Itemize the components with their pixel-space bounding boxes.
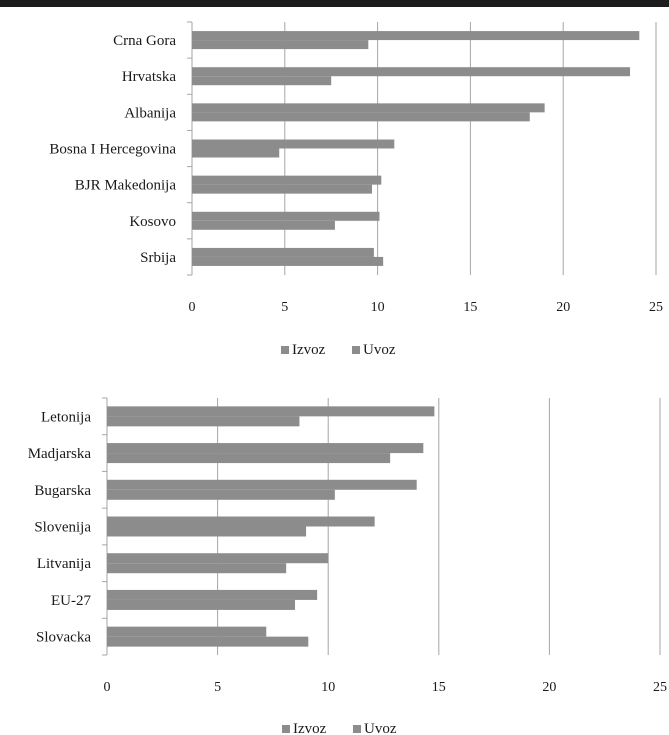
- bar-uvoz: [192, 112, 530, 122]
- bar-izvoz: [192, 67, 631, 77]
- bar-izvoz: [107, 589, 318, 600]
- category-label: Hrvatska: [122, 69, 176, 85]
- x-tick-label: 10: [321, 680, 335, 695]
- legend-swatch-izvoz: [281, 346, 289, 354]
- top-border-bar: [0, 0, 669, 7]
- bar-uvoz: [192, 220, 335, 230]
- bar-izvoz: [107, 626, 267, 637]
- x-tick-label: 5: [214, 680, 221, 695]
- bar-izvoz: [192, 211, 380, 221]
- legend-label-izvoz: Izvoz: [292, 342, 326, 358]
- category-label: Bosna I Hercegovina: [49, 142, 176, 158]
- category-label: Slovacka: [36, 630, 91, 646]
- category-label: Madjarska: [28, 446, 92, 462]
- bar-izvoz: [107, 443, 424, 454]
- legend-label-uvoz: Uvoz: [364, 721, 397, 735]
- legend-swatch-izvoz: [282, 725, 290, 733]
- bar-uvoz: [107, 526, 307, 537]
- bar-izvoz: [107, 479, 417, 490]
- x-tick-label: 15: [432, 680, 446, 695]
- x-tick-label: 10: [371, 300, 385, 315]
- bar-uvoz: [192, 148, 280, 158]
- bar-uvoz: [107, 599, 296, 610]
- x-tick-label: 5: [281, 300, 288, 315]
- bar-uvoz: [107, 636, 309, 647]
- x-tick-label: 25: [649, 300, 663, 315]
- category-label: Slovenija: [34, 520, 91, 536]
- bar-izvoz: [192, 175, 382, 185]
- legend-swatch-uvoz: [352, 346, 360, 354]
- x-tick-label: 25: [653, 680, 667, 695]
- category-label: Crna Gora: [113, 33, 176, 49]
- bar-uvoz: [107, 453, 391, 464]
- bar-uvoz: [192, 76, 332, 86]
- x-tick-label: 0: [189, 300, 196, 315]
- bar-uvoz: [107, 489, 335, 500]
- legend-label-uvoz: Uvoz: [363, 342, 396, 358]
- bar-izvoz: [192, 31, 640, 41]
- bar-izvoz: [107, 406, 435, 417]
- bar-uvoz: [192, 40, 369, 50]
- x-tick-label: 0: [104, 680, 111, 695]
- category-label: Srbija: [140, 250, 176, 266]
- category-label: Bugarska: [34, 483, 91, 499]
- legend-label-izvoz: Izvoz: [293, 721, 327, 735]
- x-tick-label: 20: [542, 680, 556, 695]
- bar-uvoz: [192, 184, 373, 194]
- bar-izvoz: [192, 247, 374, 257]
- bar-chart-western-balkans: 0 5 10 15 20 25 Crna Gora Hrvatska Albanija Bosna…: [49, 21, 663, 358]
- x-tick-label: 20: [556, 300, 570, 315]
- bar-uvoz: [192, 256, 384, 266]
- category-label: Litvanija: [37, 556, 91, 572]
- x-tick-label: 15: [463, 300, 477, 315]
- bar-uvoz: [107, 563, 287, 574]
- legend-swatch-uvoz: [353, 725, 361, 733]
- category-label: BJR Makedonija: [75, 178, 177, 194]
- category-label: Albanija: [124, 105, 176, 121]
- category-label: EU-27: [51, 593, 91, 609]
- bar-izvoz: [107, 553, 329, 564]
- category-label: Kosovo: [129, 214, 176, 230]
- category-label: Letonija: [41, 409, 91, 425]
- bar-izvoz: [107, 516, 375, 527]
- bar-izvoz: [192, 103, 545, 113]
- bar-uvoz: [107, 416, 300, 427]
- bar-izvoz: [192, 139, 395, 149]
